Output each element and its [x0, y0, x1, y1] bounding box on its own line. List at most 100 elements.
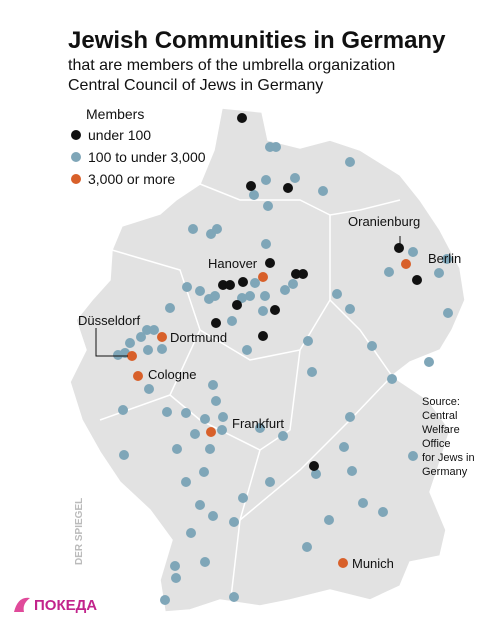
legend-swatch [71, 152, 81, 162]
community-dot [378, 507, 388, 517]
community-dot [212, 224, 222, 234]
community-dot [258, 331, 268, 341]
legend-label: under 100 [88, 127, 151, 143]
community-dot [242, 345, 252, 355]
community-dot [434, 268, 444, 278]
community-dot [307, 367, 317, 377]
community-dot [345, 304, 355, 314]
community-dot [302, 542, 312, 552]
community-dot [218, 280, 228, 290]
community-dot [280, 285, 290, 295]
community-dot [246, 181, 256, 191]
community-dot [181, 408, 191, 418]
community-dot [258, 272, 268, 282]
state-borders [99, 183, 401, 607]
community-dot [125, 338, 135, 348]
community-dot [345, 412, 355, 422]
community-dot [200, 557, 210, 567]
community-dot [171, 573, 181, 583]
community-dot [442, 254, 452, 264]
community-dot [271, 142, 281, 152]
community-dot [199, 467, 209, 477]
community-dot [182, 282, 192, 292]
source-line: Germany [422, 466, 468, 478]
city-label: Munich [352, 556, 394, 571]
legend-title: Members [86, 106, 144, 122]
community-dot [387, 374, 397, 384]
community-dot [291, 269, 301, 279]
dots-small [211, 113, 422, 471]
legend-label: 100 to under 3,000 [88, 149, 206, 165]
community-dot [211, 318, 221, 328]
community-dot [255, 423, 265, 433]
title: Jewish Communities in Germany [68, 27, 446, 54]
community-dot [238, 277, 248, 287]
community-dot [127, 351, 137, 361]
community-dot [318, 186, 328, 196]
community-dot [200, 414, 210, 424]
community-dot [208, 511, 218, 521]
community-dot [206, 427, 216, 437]
community-dot [412, 275, 422, 285]
community-dot [133, 371, 143, 381]
community-dot [119, 450, 129, 460]
community-dot [401, 259, 411, 269]
community-dot [237, 113, 247, 123]
community-dot [208, 380, 218, 390]
source-line: Office [422, 438, 451, 450]
community-dot [181, 477, 191, 487]
community-dot [443, 308, 453, 318]
community-dot [160, 595, 170, 605]
community-dot [149, 325, 159, 335]
legend-swatch [71, 130, 81, 140]
city-label: Dortmund [170, 330, 227, 345]
community-dot [113, 350, 123, 360]
community-dot [408, 451, 418, 461]
community-dot [358, 498, 368, 508]
city-label: Frankfurt [232, 416, 284, 431]
community-dot [217, 425, 227, 435]
watermark: DER SPIEGEL [74, 498, 85, 565]
community-dot [347, 466, 357, 476]
community-dot [258, 306, 268, 316]
community-dot [238, 493, 248, 503]
community-dot [232, 300, 242, 310]
source-line: for Jews in [422, 452, 475, 464]
community-dot [237, 293, 247, 303]
community-dot [345, 157, 355, 167]
subtitle: that are members of the umbrella organiz… [68, 57, 395, 74]
legend-swatch [71, 174, 81, 184]
community-dot [265, 258, 275, 268]
community-dot [261, 239, 271, 249]
city-label: Hanover [208, 256, 258, 271]
community-dot [263, 201, 273, 211]
community-dot [225, 280, 235, 290]
community-dot [298, 269, 308, 279]
community-dot [165, 303, 175, 313]
community-dot [195, 286, 205, 296]
city-label: Düsseldorf [78, 313, 141, 328]
community-dot [288, 279, 298, 289]
community-dot [250, 278, 260, 288]
community-dot [270, 305, 280, 315]
city-label: Cologne [148, 367, 196, 382]
community-dot [303, 336, 313, 346]
community-dot [144, 384, 154, 394]
community-dot [157, 344, 167, 354]
logo-icon [14, 597, 30, 612]
community-dot [136, 332, 146, 342]
community-dot [157, 332, 167, 342]
community-dot [190, 429, 200, 439]
logo: ПОКЕДА [34, 597, 97, 614]
community-dot [170, 561, 180, 571]
city-label: Oranienburg [348, 214, 420, 229]
community-dot [186, 528, 196, 538]
community-dot [142, 325, 152, 335]
community-dot [195, 500, 205, 510]
community-dot [143, 345, 153, 355]
community-dot [210, 291, 220, 301]
community-dot [245, 291, 255, 301]
community-dot [290, 173, 300, 183]
community-dot [339, 442, 349, 452]
